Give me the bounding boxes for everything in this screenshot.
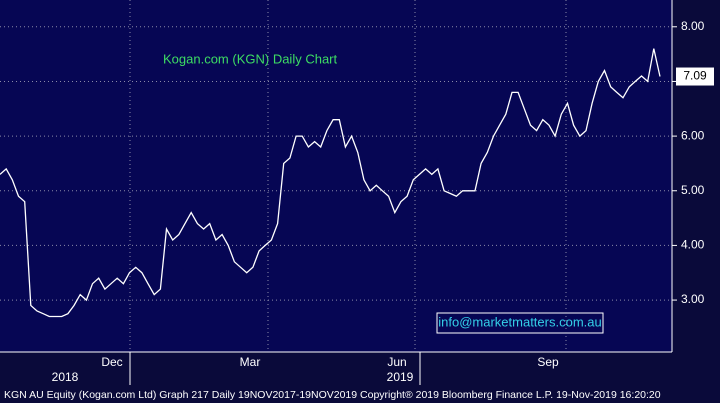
year-label: 2019 xyxy=(387,370,414,384)
link[interactable]: info@marketmatters.com.au xyxy=(438,314,601,329)
x-tick-label: Dec xyxy=(101,355,122,369)
year-label: 2018 xyxy=(52,370,79,384)
price-line xyxy=(0,48,661,318)
plot-area xyxy=(0,0,672,352)
footer: KGN AU Equity (Kogan.com Ltd) Graph 217 … xyxy=(4,389,661,401)
link-box xyxy=(436,312,604,334)
y-tick-label: 8.00 xyxy=(681,19,705,33)
x-tick-label: Mar xyxy=(240,355,261,369)
x-tick-label: Jun xyxy=(387,355,406,369)
chart-title: Kogan.com (KGN) Daily Chart xyxy=(163,51,337,66)
x-tick-label: Sep xyxy=(537,355,559,369)
last-price-box xyxy=(676,67,714,86)
y-tick-label: 6.00 xyxy=(681,128,705,142)
y-tick-label: 5.00 xyxy=(681,183,705,197)
y-tick-label: 4.00 xyxy=(681,238,705,252)
y-tick-label: 3.00 xyxy=(681,292,705,306)
last-price-label: 7.09 xyxy=(683,69,707,83)
